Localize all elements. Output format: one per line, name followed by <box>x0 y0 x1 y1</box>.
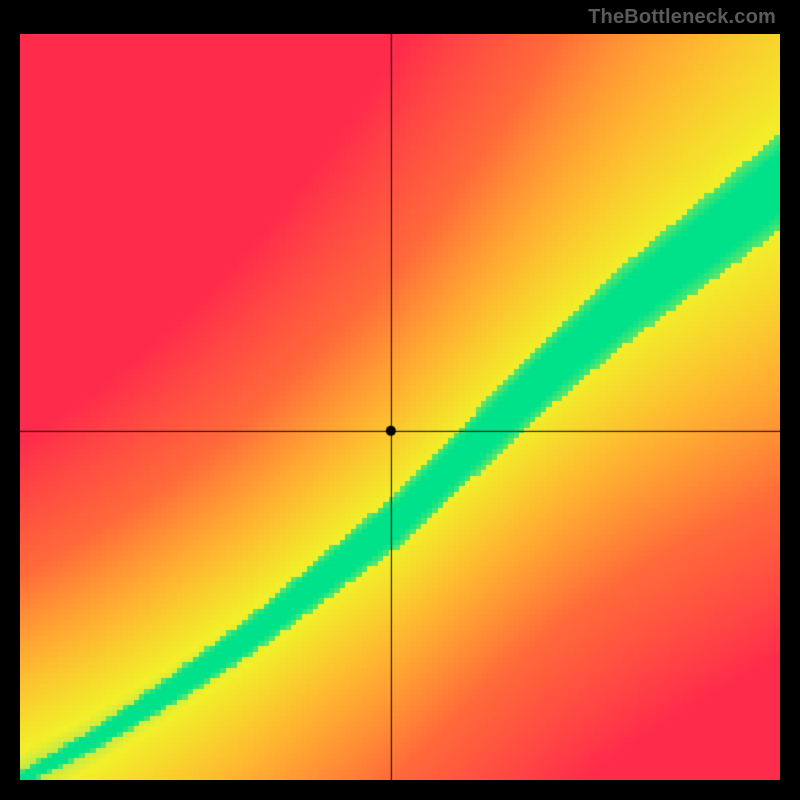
chart-container: { "watermark": "TheBottleneck.com", "cha… <box>0 0 800 800</box>
watermark-text: TheBottleneck.com <box>588 6 776 29</box>
bottleneck-heatmap <box>20 34 780 780</box>
